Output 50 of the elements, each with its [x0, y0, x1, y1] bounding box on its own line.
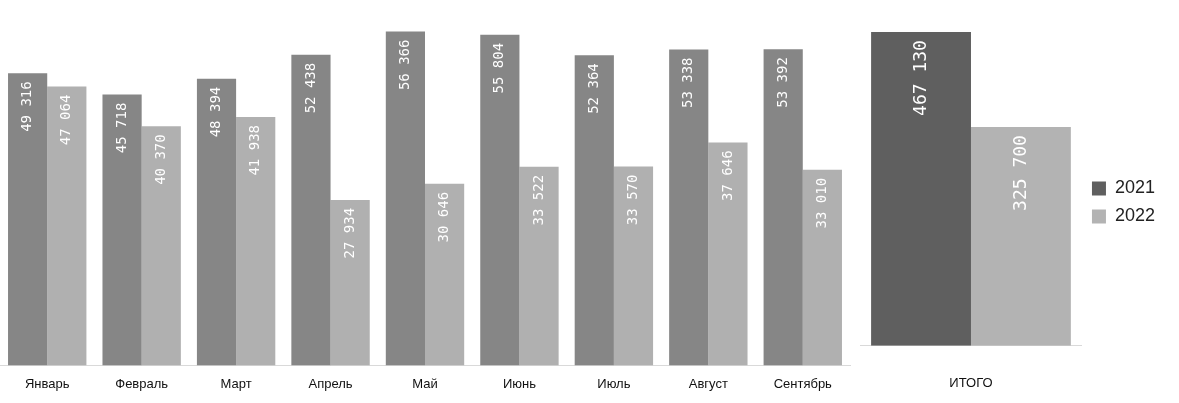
bar — [291, 54, 331, 366]
bar — [613, 166, 654, 366]
x-tick-label: Август — [688, 375, 728, 391]
bar — [385, 31, 425, 366]
data-label: 45 718 — [112, 102, 129, 154]
bar — [574, 55, 614, 366]
bar — [236, 116, 276, 366]
x-tick-label: Март — [220, 375, 252, 391]
data-label: 52 438 — [301, 62, 318, 114]
data-label: 325 700 — [1008, 135, 1030, 211]
data-label: 37 646 — [718, 150, 735, 201]
legend-label: 2021 — [1114, 177, 1155, 198]
data-label: 49 316 — [18, 81, 35, 132]
data-label: 30 646 — [435, 191, 452, 243]
bar — [480, 34, 520, 366]
data-label: 53 392 — [773, 57, 790, 108]
bar — [47, 86, 87, 366]
data-label: 41 938 — [246, 124, 263, 176]
bar — [763, 49, 803, 366]
x-tick-label: Сентябрь — [773, 375, 833, 391]
bar — [802, 169, 842, 366]
x-axis-title: ИТОГО — [949, 374, 993, 390]
data-label: 467 130 — [908, 40, 930, 116]
bar — [330, 199, 370, 366]
x-tick-label: Январь — [24, 375, 70, 391]
legend-label: 2022 — [1114, 205, 1155, 226]
bar — [708, 142, 748, 366]
bar — [669, 49, 709, 366]
data-label: 33 010 — [813, 177, 830, 229]
x-tick-label: Июль — [597, 375, 631, 391]
data-label: 56 366 — [396, 39, 413, 91]
bar — [141, 126, 181, 366]
x-tick-label: Май — [412, 375, 438, 391]
data-label: 33 522 — [529, 174, 546, 226]
bar — [425, 183, 465, 366]
x-tick-label: Февраль — [115, 375, 169, 391]
bar — [102, 94, 142, 366]
data-label: 40 370 — [151, 134, 168, 185]
data-label: 27 934 — [340, 207, 357, 259]
data-label: 33 570 — [624, 174, 641, 226]
x-tick-label: Июнь — [502, 375, 537, 391]
bar — [196, 78, 237, 366]
data-label: 53 338 — [679, 57, 696, 109]
x-tick-label: Апрель — [308, 375, 353, 391]
bar — [8, 73, 48, 366]
data-label: 48 394 — [207, 86, 224, 138]
data-label: 55 804 — [490, 42, 507, 94]
data-label: 47 064 — [57, 94, 74, 146]
bar — [519, 166, 559, 366]
data-label: 52 364 — [584, 63, 601, 114]
